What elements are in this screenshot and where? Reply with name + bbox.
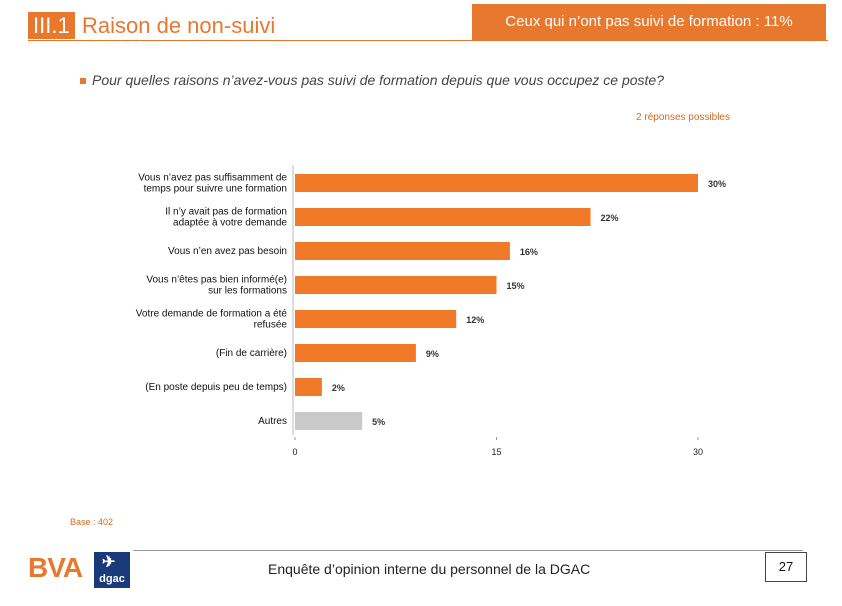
value-label: 16% [520,247,538,257]
x-tick-label: 0 [292,447,297,457]
footer-divider [133,550,803,551]
category-label: sur les formations [208,286,287,297]
question-label: Pour quelles raisons n’avez-vous pas sui… [92,72,664,88]
category-label: Vous n’en avez pas besoin [168,246,287,257]
bar [295,378,322,396]
category-label: (En poste depuis peu de temps) [145,382,287,393]
bar [295,344,416,362]
section-number-badge: III.1 [28,12,75,39]
category-label: Vous n’avez pas suffisamment de [138,173,287,184]
plane-icon: ✈ [102,554,116,571]
bva-logo: BVA [28,552,83,583]
question-text: Pour quelles raisons n’avez-vous pas sui… [80,72,664,88]
value-label: 30% [708,179,726,189]
base-count: Base : 402 [70,517,114,527]
category-label: (Fin de carrière) [216,348,287,359]
value-label: 9% [426,349,439,359]
header-divider [28,40,828,41]
page-number: 27 [765,552,807,582]
bar [295,174,698,192]
survey-title: Enquête d’opinion interne du personnel d… [268,561,591,577]
bar [295,310,457,328]
dgac-logo: ✈ dgac [94,552,130,588]
value-label: 22% [601,213,619,223]
category-label: Votre demande de formation a été [136,309,288,320]
category-label: temps pour suivre une formation [144,184,287,195]
category-label: adaptée à votre demande [173,218,287,229]
value-label: 5% [372,417,385,427]
x-tick-label: 30 [693,447,703,457]
summary-banner: Ceux qui n’ont pas suivi de formation : … [472,4,826,40]
category-label: Autres [258,416,287,427]
value-label: 12% [466,315,484,325]
category-label: Il n’y avait pas de formation [165,207,287,218]
page-title: Raison de non-suivi [82,13,276,38]
bullet-icon [80,78,86,85]
dgac-logo-text: dgac [99,573,125,585]
answers-note: 2 réponses possibles [636,112,730,123]
value-label: 15% [507,281,525,291]
category-label: Vous n’êtes pas bien informé(e) [146,275,287,286]
x-tick-label: 15 [491,447,501,457]
bar [295,412,363,430]
category-label: refusée [254,320,288,331]
bar [295,276,497,294]
bar [295,242,510,260]
value-label: 2% [332,383,345,393]
bar [295,208,591,226]
